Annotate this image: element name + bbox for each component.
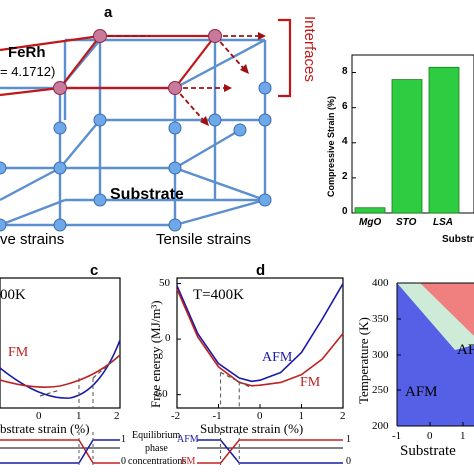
e-ytick-350: 350 xyxy=(372,313,389,325)
e-xtick-neg1: -1 xyxy=(392,430,402,442)
c-phase-label-2: phase xyxy=(145,443,168,454)
e-xtick-0: 0 xyxy=(427,430,433,442)
d-phase-afm: AFM xyxy=(177,434,199,445)
c-xtick-1: 1 xyxy=(76,410,82,422)
panel-letter-c: c xyxy=(90,262,99,279)
atoms-blue xyxy=(0,81,272,232)
bar-mgo xyxy=(354,207,386,214)
c-fm-curve xyxy=(0,354,121,388)
interfaces-bracket xyxy=(278,18,292,98)
d-curve-fm xyxy=(176,288,344,387)
d-afm-label: AFM xyxy=(262,350,293,365)
arrow-heads xyxy=(200,32,266,126)
c-phase-label-3: concentrations xyxy=(128,456,187,467)
bar-sto xyxy=(391,79,423,214)
d-phase-tick-0: 0 xyxy=(346,456,351,467)
e-afm-fragment: AF xyxy=(457,342,474,358)
plot-d xyxy=(176,277,344,466)
d-ytick-label: 0 xyxy=(165,332,171,345)
d-xtick-label: -1 xyxy=(212,410,222,422)
b-ytick-label: 4 xyxy=(342,135,348,147)
e-ytick-250: 250 xyxy=(372,384,389,396)
e-xlabel: Substrate xyxy=(400,443,456,459)
b-ytick-label: 2 xyxy=(342,170,348,182)
phase-diagram-e xyxy=(396,282,474,427)
e-ytick-400: 400 xyxy=(372,277,389,289)
d-xlabel: Substrate strain (%) xyxy=(200,421,304,436)
e-afm-label: AFM xyxy=(405,384,438,400)
d-ytick-label: -50 xyxy=(153,387,168,400)
bar-chart-b xyxy=(351,54,474,214)
d-phase-fm-line xyxy=(197,439,343,464)
d-phase-tick-1: 1 xyxy=(346,434,351,445)
c-xtick-2: 2 xyxy=(114,410,120,422)
atoms-interface xyxy=(53,29,222,95)
c-phase-tick-0: 0 xyxy=(121,456,126,467)
b-ytick-label: 6 xyxy=(342,100,348,112)
b-ytick-label: 8 xyxy=(342,65,348,77)
d-fm-label: FM xyxy=(300,375,321,390)
strain-arrows xyxy=(100,35,262,123)
e-xtick-1: 1 xyxy=(460,430,466,442)
fm-region xyxy=(420,283,474,336)
b-xlabel: Substr xyxy=(442,234,474,245)
b-ytick-label: 0 xyxy=(342,206,348,217)
c-phase-label-1: Equilibrium xyxy=(132,430,181,441)
c-fm-label: FM xyxy=(8,345,29,360)
d-phase-afm-line xyxy=(197,439,343,464)
tensile-caption: Tensile strains xyxy=(156,231,252,248)
panel-letter-a: a xyxy=(104,4,113,21)
c-xlabel: bstrate strain (%) xyxy=(0,421,90,436)
material-label: FeRh xyxy=(8,44,46,61)
b-ylabel: Compressive Strain (%) xyxy=(326,95,336,197)
b-category-label: STO xyxy=(396,217,417,228)
panel-letter-d: d xyxy=(256,262,266,279)
d-xtick-label: 2 xyxy=(340,410,346,422)
compressive-caption: ve strains xyxy=(0,231,65,248)
b-category-label: MgO xyxy=(359,217,382,228)
bar-lsa xyxy=(428,66,460,214)
c-phase-tick-1: 1 xyxy=(121,434,126,445)
lattice-constant-label: = 4.1712) xyxy=(0,64,56,79)
d-curve-afm xyxy=(176,283,344,383)
d-xtick-label: -2 xyxy=(171,410,181,422)
d-xtick-label: 1 xyxy=(298,410,305,422)
d-common-tangent xyxy=(220,371,252,389)
e-ytick-200: 200 xyxy=(372,420,389,432)
c-xtick-0: 0 xyxy=(36,410,42,422)
d-xtick-label: 0 xyxy=(257,410,263,422)
e-ytick-300: 300 xyxy=(372,349,389,361)
plot-c xyxy=(0,277,121,466)
substrate-label: Substrate xyxy=(110,186,184,203)
interfaces-label: Interfaces xyxy=(301,16,318,82)
b-category-label: LSA xyxy=(433,217,453,228)
d-phase-fm: FM xyxy=(181,456,196,467)
e-ylabel: Temperature (K) xyxy=(356,317,371,404)
d-ytick-label: 50 xyxy=(159,276,170,289)
c-temperature: 00K xyxy=(0,287,26,303)
d-temperature: T=400K xyxy=(193,287,244,303)
